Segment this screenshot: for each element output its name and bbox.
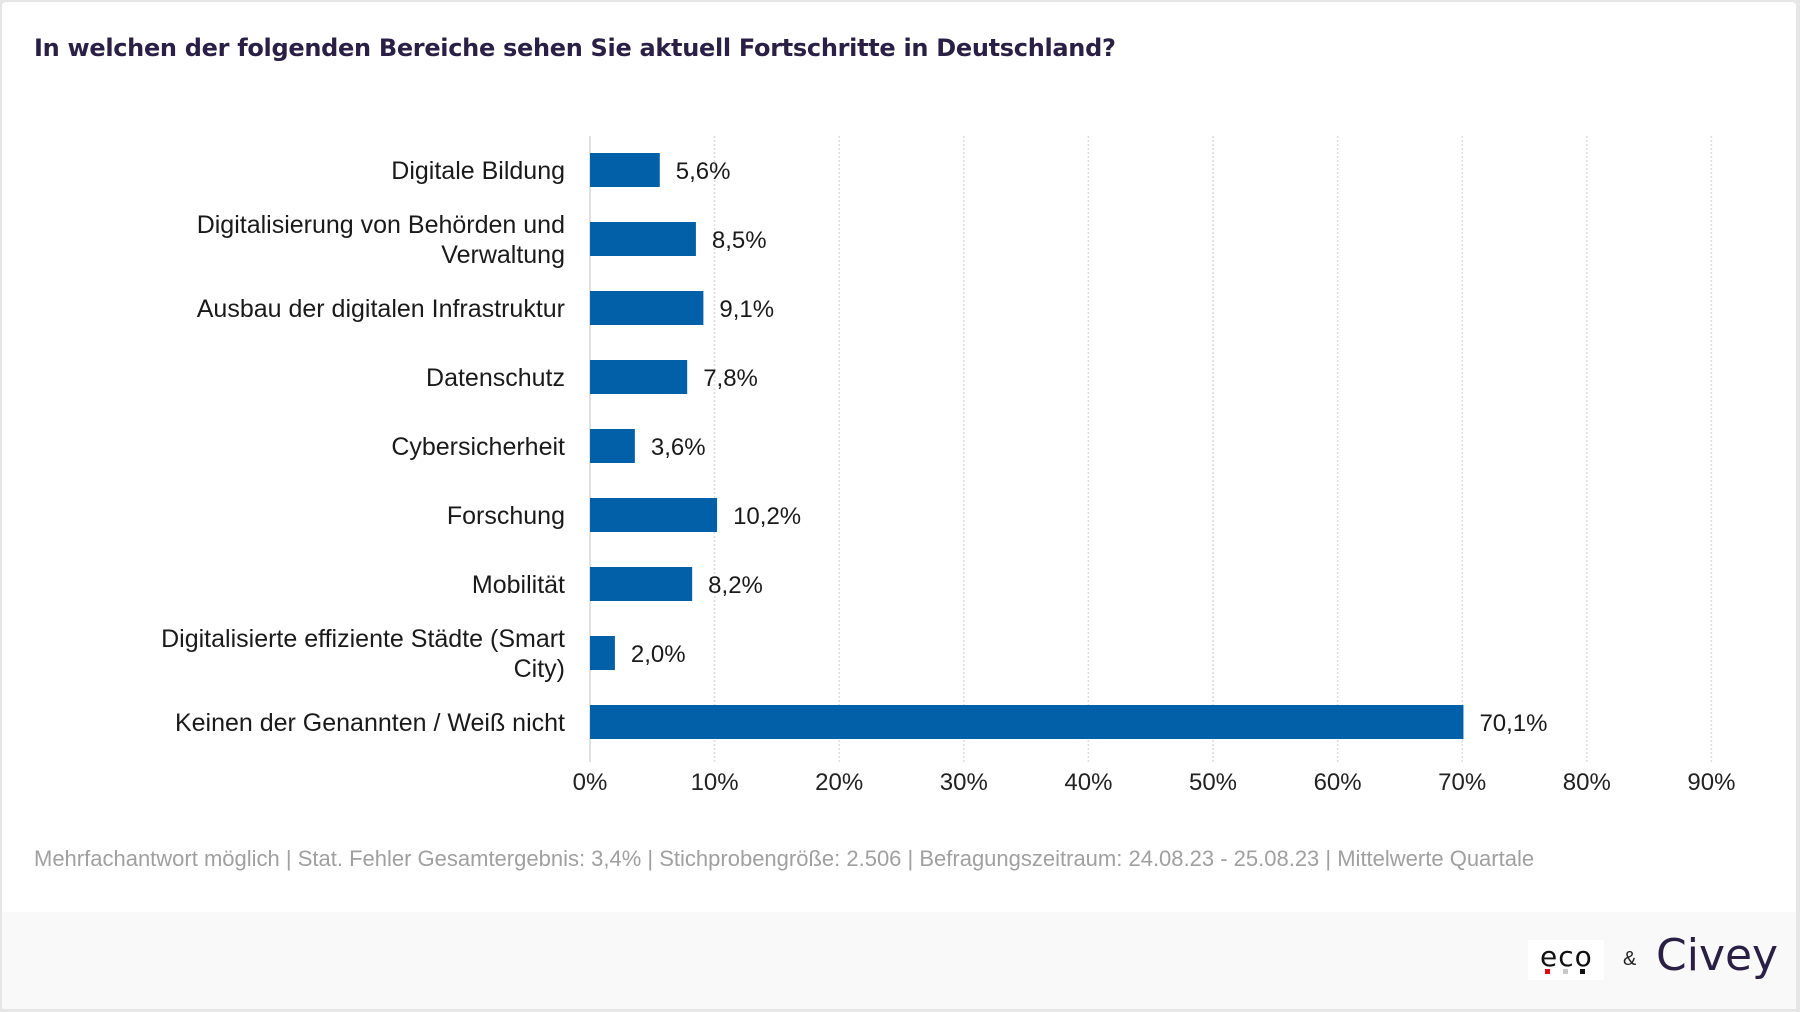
bar — [590, 222, 696, 256]
category-label-line: Mobilität — [472, 571, 565, 599]
footer-bar — [2, 912, 1796, 1009]
category-label: Datenschutz — [426, 364, 565, 392]
value-labels: 5,6% 8,5% 9,1% 7,8% 3,6% 10,2% 8,2% 2,0% 70,1% — [631, 158, 1548, 737]
bar — [590, 291, 704, 325]
bar — [590, 636, 615, 670]
footnote: Mehrfachantwort möglich | Stat. Fehler G… — [34, 846, 1535, 871]
ampersand: & — [1623, 948, 1637, 970]
category-label-line: Verwaltung — [441, 241, 565, 269]
bar — [590, 498, 718, 532]
category-label-line: City) — [514, 655, 565, 683]
x-tick-label: 90% — [1687, 769, 1735, 796]
value-label: 3,6% — [651, 434, 706, 461]
category-label: Digitalisierte effiziente Städte (Smart C… — [161, 625, 565, 683]
category-label-line: Digitalisierte effiziente Städte (Smart — [161, 625, 565, 653]
x-tick-label: 40% — [1064, 769, 1112, 796]
value-label: 2,0% — [631, 641, 686, 668]
eco-dot-black — [1580, 969, 1585, 974]
bars — [590, 153, 1464, 739]
category-labels: Digitale Bildung Digitalisierung von Behö… — [161, 157, 565, 737]
category-label: Digitalisierung von Behörden und Verwaltu… — [197, 211, 565, 269]
eco-logo: eco — [1528, 940, 1604, 980]
value-label: 8,5% — [712, 227, 767, 254]
chart-title: In welchen der folgenden Bereiche sehen … — [34, 34, 1116, 62]
bar — [590, 360, 688, 394]
bar — [590, 567, 693, 601]
eco-dot-red — [1545, 969, 1550, 974]
category-label-line: Cybersicherheit — [391, 433, 565, 461]
x-tick-label: 70% — [1438, 769, 1486, 796]
category-label: Ausbau der digitalen Infrastruktur — [197, 295, 565, 323]
category-label: Forschung — [447, 502, 565, 530]
category-label-line: Keinen der Genannten / Weiß nicht — [175, 709, 565, 737]
x-tick-label: 10% — [691, 769, 739, 796]
eco-logo-text: eco — [1540, 940, 1593, 973]
value-label: 10,2% — [733, 503, 801, 530]
bar — [590, 705, 1464, 739]
bar-chart: Digitale Bildung Digitalisierung von Behö… — [161, 136, 1736, 796]
civey-logo: Civey — [1656, 930, 1779, 981]
x-tick-label: 30% — [940, 769, 988, 796]
value-label: 9,1% — [719, 296, 774, 323]
value-label: 70,1% — [1479, 710, 1547, 737]
category-label: Mobilität — [472, 571, 565, 599]
eco-dot-grey — [1563, 969, 1568, 974]
category-label-line: Digitale Bildung — [391, 157, 565, 185]
x-axis-ticks: 0% 10% 20% 30% 40% 50% 60% 70% 80% 90% — [573, 769, 1736, 796]
x-tick-label: 80% — [1563, 769, 1611, 796]
value-label: 5,6% — [676, 158, 731, 185]
bar — [590, 153, 660, 187]
category-label-line: Digitalisierung von Behörden und — [197, 211, 565, 239]
value-label: 7,8% — [703, 365, 758, 392]
category-label-line: Forschung — [447, 502, 565, 530]
bar — [590, 429, 635, 463]
category-label: Digitale Bildung — [391, 157, 565, 185]
category-label: Cybersicherheit — [391, 433, 565, 461]
x-tick-label: 0% — [573, 769, 608, 796]
x-tick-label: 60% — [1314, 769, 1362, 796]
x-tick-label: 20% — [815, 769, 863, 796]
category-label-line: Ausbau der digitalen Infrastruktur — [197, 295, 565, 323]
category-label-line: Datenschutz — [426, 364, 565, 392]
category-label: Keinen der Genannten / Weiß nicht — [175, 709, 565, 737]
value-label: 8,2% — [708, 572, 763, 599]
x-tick-label: 50% — [1189, 769, 1237, 796]
